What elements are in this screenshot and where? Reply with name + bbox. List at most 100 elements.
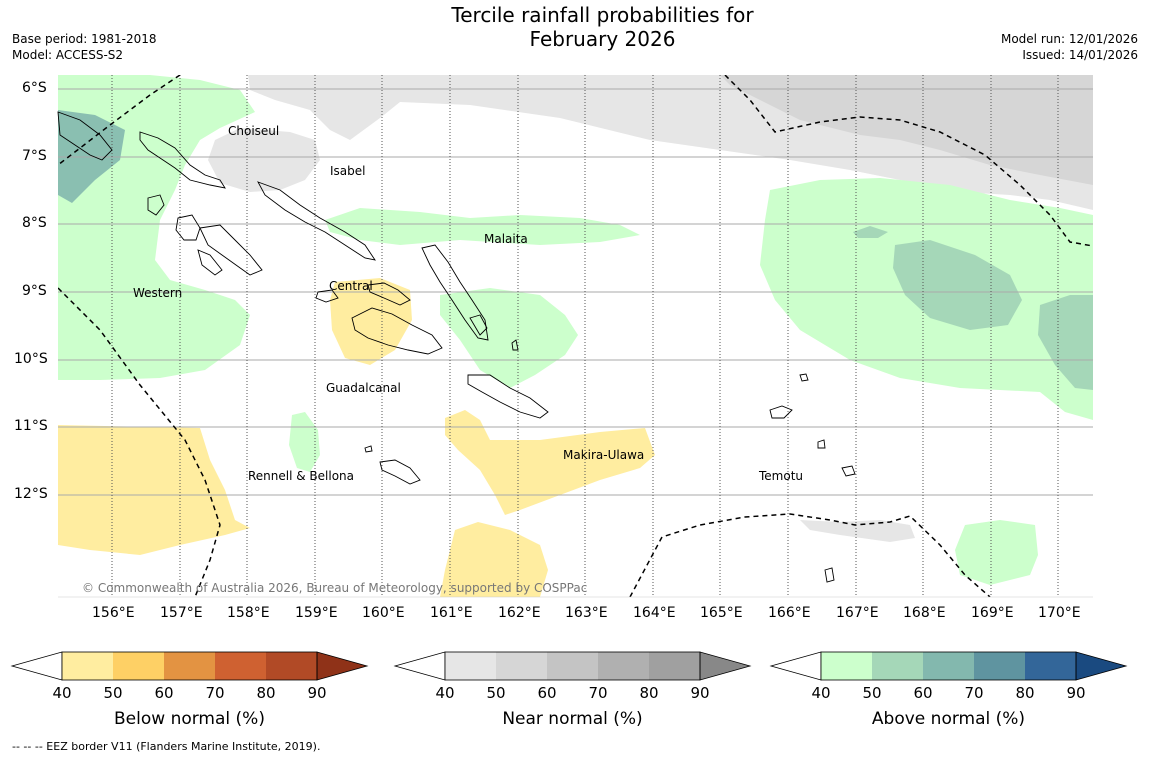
guadalcanal-coast (351, 307, 443, 355)
label-rennell-bellona: Rennell & Bellona (248, 469, 355, 483)
lat-label-11s: 11°S (14, 418, 48, 434)
lon-label-158e: 158°E (227, 605, 270, 621)
near-tick-60: 60 (537, 684, 557, 702)
lat-label-9s: 9°S (22, 283, 47, 299)
malaita-coast (421, 244, 489, 341)
latitude-gridlines (58, 88, 1093, 496)
eez-legend-footnote: -- -- -- EEZ border V11 (Flanders Marine… (12, 740, 321, 753)
below-tick-70: 70 (205, 684, 225, 702)
title-line-1: Tercile rainfall probabilities for (451, 3, 754, 27)
above-tick-80: 80 (1015, 684, 1035, 702)
vanikoro-coast (841, 465, 856, 477)
above-normal-region-east-60a (893, 240, 1022, 330)
title-line-2: February 2026 (529, 27, 676, 51)
colorbar-above-normal (769, 651, 1128, 681)
above-tick-40: 40 (811, 684, 831, 702)
santa-cruz-coast (769, 405, 793, 419)
lat-label-12s: 12°S (14, 486, 48, 502)
above-tick-60: 60 (913, 684, 933, 702)
label-temotu: Temotu (759, 469, 804, 483)
map-title: Tercile rainfall probabilities for Febru… (400, 3, 805, 51)
isabel-coast (257, 181, 376, 261)
near-tick-40: 40 (435, 684, 455, 702)
below-tick-80: 80 (256, 684, 276, 702)
vella-lavella-coast (147, 194, 165, 216)
bougainville-coast (57, 111, 113, 161)
model-name: Model: ACCESS-S2 (12, 48, 124, 62)
base-period: Base period: 1981-2018 (12, 32, 157, 46)
above-normal-region-central (440, 288, 578, 388)
new-georgia-coast (175, 214, 201, 241)
lat-label-8s: 8°S (22, 215, 47, 231)
copyright-notice: © Commonwealth of Australia 2026, Bureau… (82, 581, 588, 595)
lat-label-6s: 6°S (22, 80, 47, 96)
rennell-coast (379, 459, 421, 485)
nggela-coast (315, 289, 339, 303)
coastlines (57, 111, 856, 583)
probability-shading (58, 75, 1093, 597)
below-normal-region-central (330, 278, 412, 365)
below-tick-90: 90 (307, 684, 327, 702)
label-makira-ulawa: Makira-Ulawa (563, 448, 645, 462)
rendova-coast (197, 249, 223, 276)
map (57, 75, 1093, 598)
above-normal-region-isabel-malaita (325, 208, 640, 245)
lon-label-160e: 160°E (362, 605, 405, 621)
kolombangara-coast (199, 224, 263, 276)
label-malaita: Malaita (484, 232, 528, 246)
utupua-coast (817, 439, 826, 449)
label-choiseul: Choiseul (228, 124, 280, 138)
label-central: Central (329, 279, 373, 293)
lon-label-163e: 163°E (565, 605, 608, 621)
lon-label-169e: 169°E (971, 605, 1014, 621)
lat-label-7s: 7°S (22, 148, 47, 164)
reef-islands-coast (799, 373, 809, 382)
tikopia-coast (824, 567, 835, 583)
label-western: Western (133, 286, 183, 300)
longitude-gridlines (111, 75, 1059, 597)
lon-label-157e: 157°E (160, 605, 203, 621)
above-normal-region-southeast (955, 520, 1038, 585)
lon-label-166e: 166°E (768, 605, 811, 621)
south-malaita-coast (469, 314, 488, 336)
lat-label-10s: 10°S (14, 351, 48, 367)
lon-label-162e: 162°E (498, 605, 541, 621)
near-tick-90: 90 (690, 684, 710, 702)
near-tick-80: 80 (639, 684, 659, 702)
lon-label-165e: 165°E (700, 605, 743, 621)
lon-label-170e: 170°E (1038, 605, 1081, 621)
label-guadalcanal: Guadalcanal (326, 381, 401, 395)
lon-label-168e: 168°E (903, 605, 946, 621)
colorbar-below-normal (10, 651, 369, 681)
lon-label-164e: 164°E (633, 605, 676, 621)
lon-label-167e: 167°E (836, 605, 879, 621)
below-normal-region-southwest (58, 425, 250, 555)
lon-label-156e: 156°E (92, 605, 135, 621)
near-tick-70: 70 (588, 684, 608, 702)
russell-coast (367, 282, 411, 306)
meta-right: Model run: 12/01/2026 Issued: 14/01/2026 (1001, 31, 1138, 63)
above-normal-region-east-small (853, 226, 888, 238)
model-run: Model run: 12/01/2026 (1000, 32, 1138, 46)
near-normal-title: Near normal (%) (502, 709, 643, 729)
near-tick-50: 50 (486, 684, 506, 702)
near-normal-region-southeast (800, 520, 915, 542)
eez-border (58, 75, 1093, 597)
label-isabel: Isabel (330, 164, 366, 178)
above-normal-title: Above normal (%) (871, 709, 1026, 729)
above-tick-90: 90 (1066, 684, 1086, 702)
lon-label-159e: 159°E (295, 605, 338, 621)
below-tick-40: 40 (52, 684, 72, 702)
bellona-coast (364, 445, 373, 453)
above-tick-50: 50 (862, 684, 882, 702)
near-normal-region-choiseul (208, 128, 320, 192)
lon-label-161e: 161°E (430, 605, 473, 621)
below-tick-60: 60 (154, 684, 174, 702)
above-normal-region-east-60b (1038, 295, 1093, 390)
choiseul-coast (139, 131, 226, 189)
below-normal-region-makira (445, 410, 655, 515)
above-tick-70: 70 (964, 684, 984, 702)
colorbar-near-normal (393, 651, 752, 681)
ulawa-coast (511, 339, 519, 351)
meta-left: Base period: 1981-2018 Model: ACCESS-S2 (12, 31, 157, 63)
